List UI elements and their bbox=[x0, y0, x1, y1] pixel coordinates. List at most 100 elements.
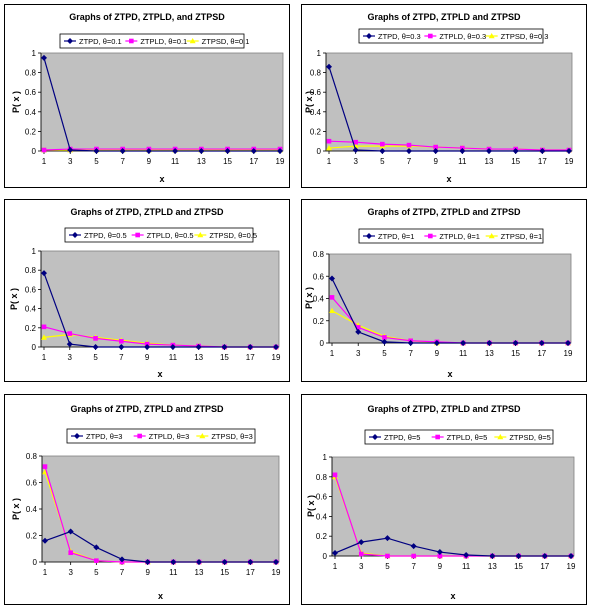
x-tick-label: 7 bbox=[411, 562, 416, 571]
legend-entry: ZTPSD, θ=0.5 bbox=[209, 231, 257, 240]
data-point bbox=[273, 344, 279, 350]
data-point bbox=[172, 148, 179, 154]
y-tick-label: 0.6 bbox=[310, 88, 322, 97]
legend-marker bbox=[189, 38, 196, 44]
y-tick-label: 0 bbox=[33, 558, 38, 567]
legend-marker bbox=[366, 33, 372, 39]
data-point bbox=[512, 340, 519, 346]
x-tick-label: 11 bbox=[458, 157, 467, 166]
plot-area bbox=[331, 456, 575, 557]
data-point bbox=[326, 145, 332, 151]
y-axis-label: P( x ) bbox=[9, 288, 19, 310]
legend-entry: ZTPLD, θ=0.5 bbox=[147, 231, 194, 240]
x-tick-label: 15 bbox=[220, 568, 229, 577]
legend-marker bbox=[137, 433, 142, 439]
x-tick-label: 17 bbox=[537, 349, 546, 358]
x-tick-label: 5 bbox=[94, 157, 99, 166]
data-point bbox=[93, 148, 100, 154]
y-tick-label: 0.8 bbox=[310, 69, 322, 78]
data-point bbox=[512, 148, 519, 154]
x-tick-label: 7 bbox=[120, 157, 125, 166]
x-tick-label: 7 bbox=[407, 157, 412, 166]
legend-marker bbox=[197, 232, 204, 238]
y-tick-label: 0 bbox=[32, 343, 37, 352]
x-tick-label: 13 bbox=[194, 353, 203, 362]
y-tick-label: 0.6 bbox=[26, 479, 38, 488]
x-tick-label: 19 bbox=[565, 157, 574, 166]
data-point bbox=[277, 148, 283, 154]
x-tick-label: 11 bbox=[462, 562, 471, 571]
x-tick-label: 19 bbox=[272, 568, 281, 577]
data-point bbox=[92, 344, 99, 350]
plot-area bbox=[325, 52, 573, 152]
data-point bbox=[486, 340, 493, 346]
x-tick-label: 19 bbox=[567, 562, 576, 571]
data-point bbox=[93, 336, 98, 341]
legend-marker bbox=[74, 433, 80, 439]
legend-entry: ZTPSD, θ=5 bbox=[509, 433, 550, 442]
data-point bbox=[224, 148, 231, 154]
data-point bbox=[169, 344, 176, 350]
x-axis-label: x bbox=[158, 591, 163, 601]
data-point bbox=[406, 142, 412, 148]
legend-box bbox=[59, 33, 245, 49]
series-line bbox=[334, 537, 571, 557]
y-axis-label: P( x ) bbox=[306, 495, 316, 517]
data-point bbox=[326, 138, 332, 144]
y-tick-label: 0.2 bbox=[26, 532, 38, 541]
x-axis-label: x bbox=[450, 591, 455, 601]
legend-marker bbox=[372, 434, 378, 440]
legend-entry: ZTPSD, θ=0.3 bbox=[501, 32, 549, 41]
x-tick-label: 15 bbox=[514, 562, 523, 571]
data-point bbox=[459, 148, 466, 154]
data-point bbox=[68, 550, 73, 556]
x-tick-label: 3 bbox=[68, 568, 73, 577]
data-point bbox=[198, 148, 205, 154]
x-tick-label: 1 bbox=[42, 353, 47, 362]
y-tick-label: 0.8 bbox=[25, 266, 37, 275]
plot-area bbox=[41, 455, 280, 563]
legend-entry: ZTPD, θ=0.3 bbox=[378, 32, 421, 41]
legend-box bbox=[364, 429, 554, 445]
x-tick-label: 1 bbox=[333, 562, 338, 571]
data-point bbox=[41, 54, 47, 61]
data-point bbox=[539, 148, 546, 154]
x-axis-label: x bbox=[446, 174, 451, 184]
chart-panel-theta-0-3: Graphs of ZTPD, ZTPLD and ZTPSD 0 0.2 0.4 0.… bbox=[301, 4, 587, 188]
data-point bbox=[566, 148, 572, 154]
legend-marker bbox=[488, 33, 495, 39]
x-tick-label: 3 bbox=[353, 157, 358, 166]
x-tick-label: 5 bbox=[93, 353, 98, 362]
data-point bbox=[329, 307, 335, 314]
series-line bbox=[43, 57, 280, 152]
legend-entry: ZTPLD, θ=0.3 bbox=[439, 32, 486, 41]
x-tick-label: 19 bbox=[276, 157, 285, 166]
plot-area bbox=[40, 52, 284, 152]
legend-marker bbox=[67, 38, 73, 44]
data-point bbox=[145, 148, 152, 154]
legend-entry: ZTPSD, θ=1 bbox=[501, 232, 542, 241]
legend-entry: ZTPD, θ=0.5 bbox=[84, 231, 127, 240]
data-point bbox=[195, 344, 202, 350]
x-tick-label: 15 bbox=[223, 157, 232, 166]
data-point bbox=[41, 270, 47, 277]
data-point bbox=[358, 551, 364, 557]
data-point bbox=[67, 147, 74, 154]
data-point bbox=[250, 148, 257, 154]
legend-marker bbox=[497, 434, 504, 440]
legend-entry: ZTPLD, θ=3 bbox=[149, 432, 190, 441]
data-point bbox=[381, 338, 388, 345]
y-tick-label: 0.6 bbox=[25, 88, 37, 97]
y-tick-label: 0.8 bbox=[26, 452, 38, 461]
chart-panel-theta-3: Graphs of ZTPD, ZTPLD and ZTPSD 0 0.2 0.4 0.… bbox=[4, 394, 290, 605]
x-axis-label: x bbox=[159, 174, 164, 184]
y-tick-label: 1 bbox=[32, 247, 37, 256]
x-tick-label: 19 bbox=[564, 349, 573, 358]
x-tick-label: 1 bbox=[43, 568, 48, 577]
x-tick-label: 5 bbox=[385, 562, 390, 571]
y-tick-label: 0.2 bbox=[313, 317, 325, 326]
plot-area bbox=[40, 250, 280, 348]
x-tick-label: 11 bbox=[169, 353, 178, 362]
data-point bbox=[433, 144, 438, 150]
x-tick-label: 5 bbox=[382, 349, 387, 358]
